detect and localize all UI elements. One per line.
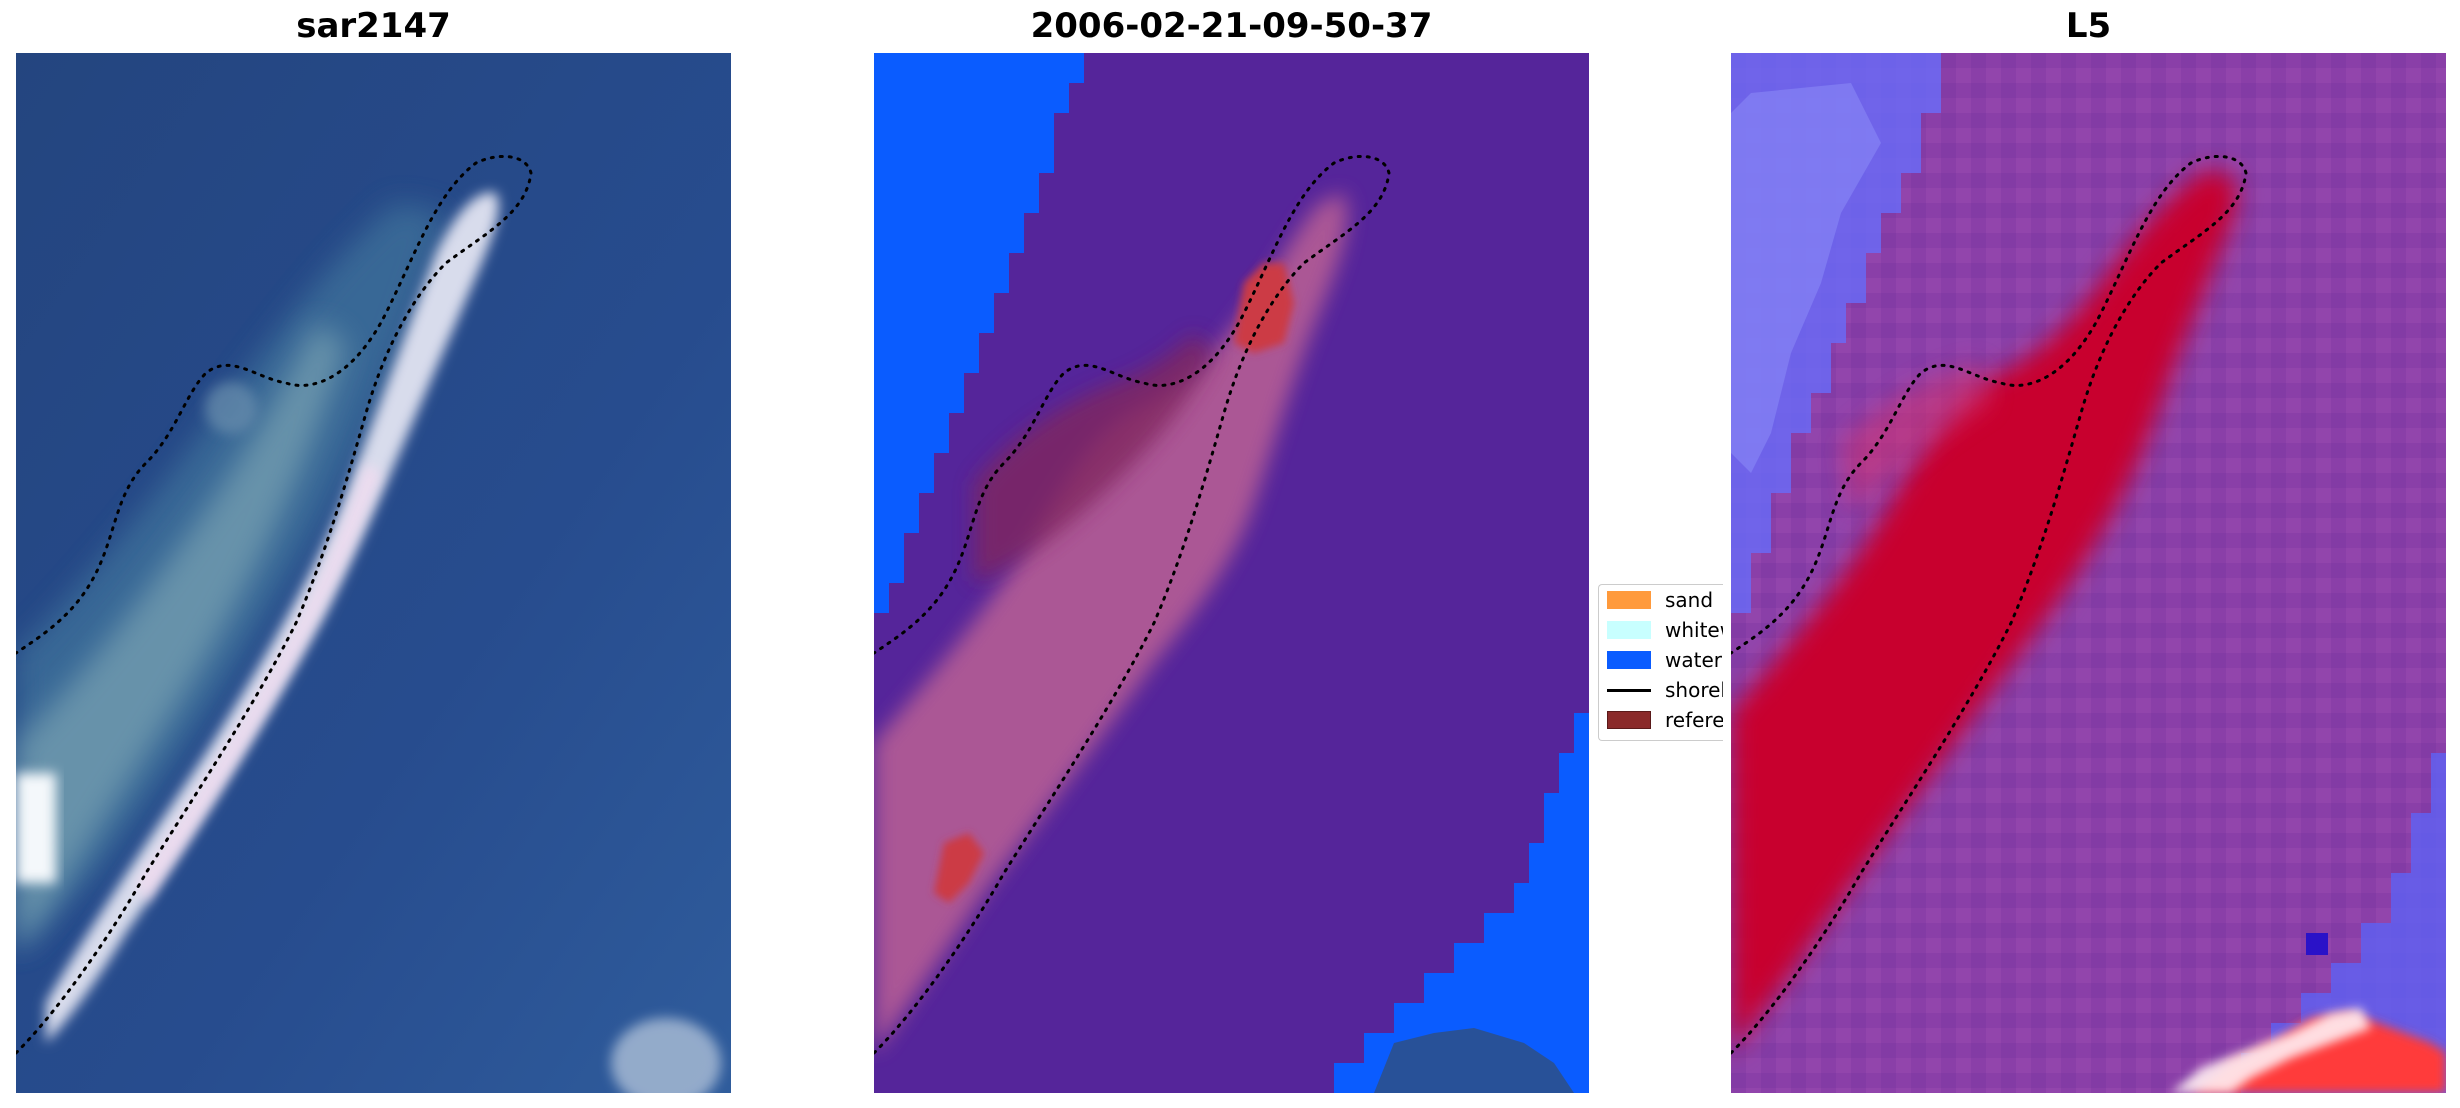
shoreline-line-swatch: [1607, 688, 1651, 692]
legend-label: water: [1665, 648, 1722, 672]
rgb-image-panel: [16, 53, 731, 1093]
low-index-bottom-right: [2241, 753, 2446, 1093]
legend-item-reference: referen: [1607, 708, 1723, 732]
classified-image-panel: [874, 53, 1589, 1093]
bright-red-patch-lower: [934, 833, 984, 903]
index-image-panel: [1731, 53, 2446, 1093]
sand-class-dark-region: [974, 333, 1214, 583]
water-class-top-left: [874, 53, 1084, 613]
panel-title-index: L5: [2065, 6, 2112, 46]
reference-shoreline: [1731, 154, 2248, 1055]
panel-title-rgb: sar2147: [296, 6, 451, 46]
panel-title-classified: 2006-02-21-09-50-37: [1030, 6, 1433, 46]
bright-red-patch-upper: [1234, 263, 1294, 353]
white-corner-highlight: [2171, 1008, 2371, 1093]
small-islet: [205, 382, 257, 434]
bottom-right-blob: [611, 1018, 721, 1093]
legend-item-water: water: [1607, 648, 1723, 672]
bright-sand-strip: [46, 192, 499, 1043]
reference-swatch: [1607, 711, 1651, 729]
sand-swatch: [1607, 591, 1651, 609]
sand-class-body: [874, 193, 1348, 1053]
whitewater-swatch: [1607, 621, 1651, 639]
low-index-water-tones: [1731, 83, 1881, 473]
high-index-sand-body: [1731, 170, 2237, 1053]
reference-shoreline: [874, 154, 1391, 1055]
classified-image: [874, 53, 1589, 1093]
legend-label: shorel: [1665, 678, 1723, 702]
legend-label: referen: [1665, 708, 1723, 732]
index-image: [1731, 53, 2446, 1093]
reference-shoreline: [16, 154, 533, 1055]
legend-item-sand: sand: [1607, 588, 1723, 612]
dark-sand-tones: [1374, 1028, 1574, 1093]
white-corner: [16, 773, 56, 883]
high-index-halo: [1841, 363, 1991, 513]
legend-item-shoreline: shorel: [1607, 678, 1723, 702]
water-class-bottom-right: [1334, 713, 1589, 1093]
dark-blue-pixel: [2306, 933, 2328, 955]
legend-label: sand: [1665, 588, 1714, 612]
beach-body: [16, 323, 346, 953]
rgb-satellite-image: [16, 53, 731, 1093]
water-swatch: [1607, 651, 1651, 669]
